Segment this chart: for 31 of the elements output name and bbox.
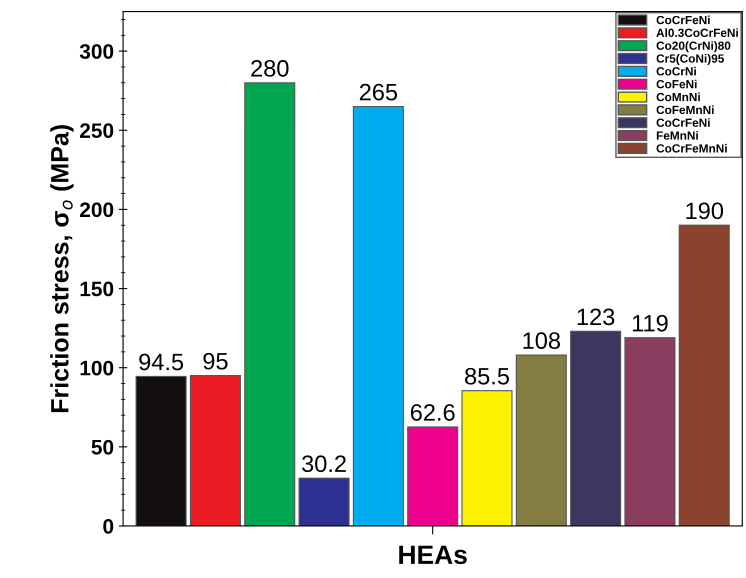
legend-label: CoCrFeMnNi <box>656 144 727 153</box>
legend-label: CoCrFeNi <box>656 16 710 24</box>
legend-label: CoFeMnNi <box>656 105 714 114</box>
legend-label: FeMnNi <box>656 131 698 140</box>
legend-label: CoFeNi <box>656 80 697 88</box>
legend-label: CoCrFeNi <box>656 118 710 127</box>
data-label: 95 <box>203 352 228 370</box>
legend-label: Co20(CrNi)80 <box>656 41 730 52</box>
data-label: 85.5 <box>465 368 509 385</box>
x-axis-title: HEAs <box>399 546 467 564</box>
y-tick-label: 250 <box>80 123 114 138</box>
y-tick-label: 50 <box>92 440 114 455</box>
data-label: 265 <box>360 84 398 100</box>
data-label: 62.6 <box>410 404 455 421</box>
y-tick-label: 200 <box>80 202 114 218</box>
y-tick-label: 150 <box>80 282 114 296</box>
y-tick-label: 0 <box>103 518 114 534</box>
data-label: 280 <box>251 60 289 77</box>
data-label: 190 <box>686 202 724 220</box>
legend-label: CoMnNi <box>656 92 700 102</box>
y-tick-label: 300 <box>80 44 114 59</box>
data-label: 119 <box>632 314 668 332</box>
y-tick-label: 100 <box>80 360 114 376</box>
legend-label: CoCrNi <box>656 66 696 76</box>
data-label: 94.5 <box>139 354 184 370</box>
y-axis-title: Friction stress, σ$_{o}$ (MPa) <box>50 125 74 412</box>
data-label: 108 <box>523 332 560 349</box>
data-label: 30.2 <box>302 455 346 472</box>
data-label: 123 <box>578 308 614 326</box>
legend-label: Cr5(CoNi)95 <box>656 54 724 66</box>
legend-label: Al0.3CoCrFeNi <box>656 28 738 38</box>
